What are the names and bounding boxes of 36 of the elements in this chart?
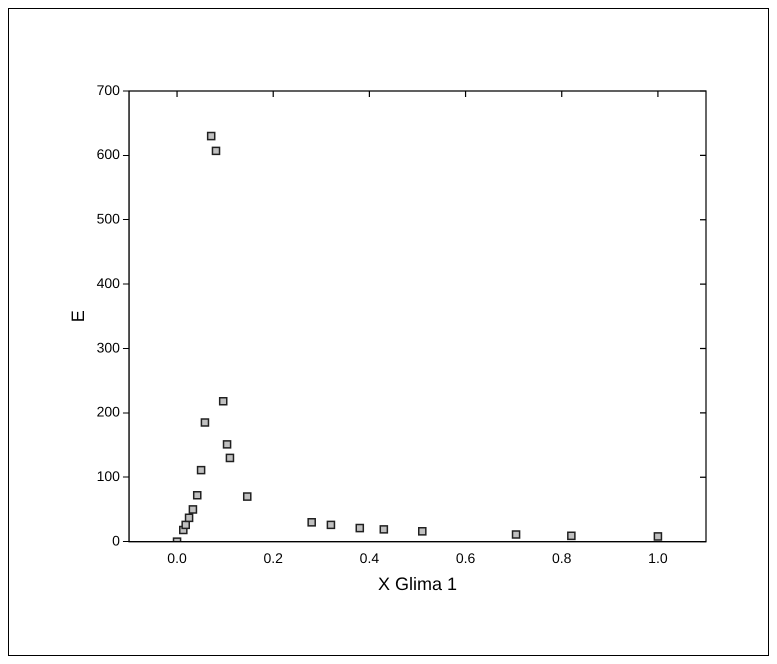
point xyxy=(380,525,388,534)
point xyxy=(418,527,427,536)
y-axis-title: E xyxy=(68,310,88,322)
x-tick-label: 0.8 xyxy=(552,550,572,566)
point xyxy=(196,466,206,474)
point xyxy=(242,492,252,501)
point xyxy=(567,532,576,540)
x-tick-label: 1.0 xyxy=(648,550,668,566)
x-tick-label: 0.4 xyxy=(360,550,380,566)
point xyxy=(212,146,220,156)
point xyxy=(355,524,364,532)
y-tick-label: 700 xyxy=(96,82,120,98)
point xyxy=(188,505,198,514)
y-tick-label: 600 xyxy=(96,146,120,162)
x-tick-label: 0.2 xyxy=(263,550,284,566)
point xyxy=(184,513,194,522)
point xyxy=(192,490,202,500)
point xyxy=(307,518,316,527)
point xyxy=(226,454,234,462)
point xyxy=(181,520,190,530)
y-tick-label: 100 xyxy=(96,468,120,484)
point xyxy=(200,418,210,427)
y-tick-label: 200 xyxy=(96,404,120,420)
x-tick-label: 0.6 xyxy=(456,550,476,566)
y-tick-label: 0 xyxy=(112,532,120,548)
point xyxy=(222,440,232,449)
y-tick-label: 500 xyxy=(96,210,120,227)
point xyxy=(218,396,228,406)
point xyxy=(512,530,520,539)
point xyxy=(326,520,336,530)
x-tick-label: 0.0 xyxy=(167,550,187,566)
y-tick-label: 400 xyxy=(96,274,120,291)
point xyxy=(206,132,216,140)
point xyxy=(654,532,662,541)
y-tick-label: 300 xyxy=(96,339,120,356)
x-axis-title: X Glima 1 xyxy=(378,574,457,594)
